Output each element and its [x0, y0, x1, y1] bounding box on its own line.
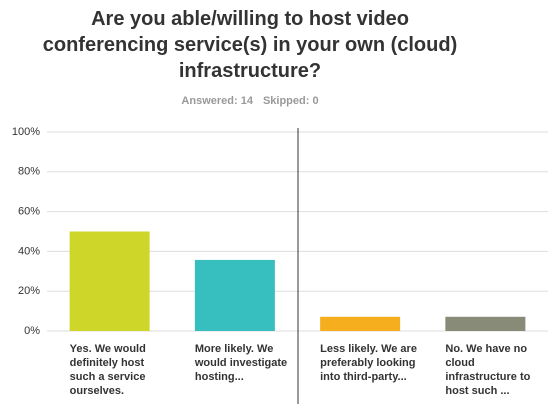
y-tick-label: 100% — [12, 126, 40, 138]
y-tick-label: 40% — [18, 245, 40, 257]
x-tick-label: Less likely. We are preferably looking i… — [320, 343, 417, 383]
bar — [69, 231, 150, 331]
response-stats: Answered: 14 Skipped: 0 — [0, 95, 500, 107]
x-tick-label: Yes. We would definitely host such a ser… — [69, 343, 146, 397]
x-tick-label: No. We have no cloud infrastructure to h… — [445, 343, 531, 397]
y-tick-label: 80% — [18, 166, 40, 178]
y-tick-label: 60% — [18, 206, 40, 218]
bar — [194, 259, 275, 331]
skipped: Skipped: 0 — [262, 95, 319, 107]
bar — [320, 316, 401, 331]
y-tick-label: 20% — [18, 285, 40, 297]
y-tick-label: 0% — [24, 325, 40, 337]
bar — [445, 316, 526, 331]
x-tick-label: More likely. We would investigate hostin… — [194, 343, 288, 383]
chart-title: Are you able/willing to host video confe… — [42, 8, 458, 82]
answered: Answered: 14 — [181, 95, 253, 107]
